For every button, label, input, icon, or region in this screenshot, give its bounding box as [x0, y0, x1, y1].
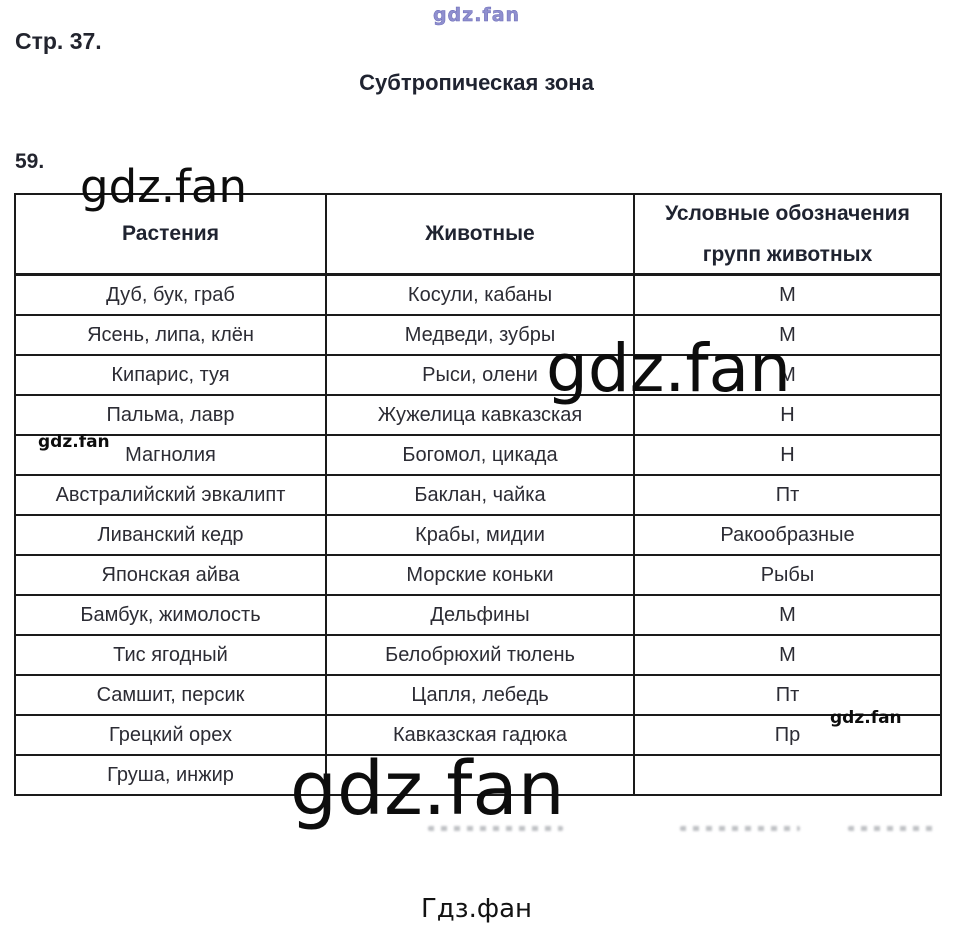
plants-cell: Кипарис, туя	[14, 354, 327, 396]
watermark-top: gdz.fan	[432, 4, 521, 27]
section-title: Субтропическая зона	[359, 70, 594, 95]
plants-cell: Ясень, липа, клён	[14, 314, 327, 356]
table-row: Тис ягодный Белобрюхий тюлень М	[14, 634, 942, 676]
table-row: Японская айва Морские коньки Рыбы	[14, 554, 942, 596]
animals-cell: Баклан, чайка	[325, 474, 635, 516]
table-row: Ясень, липа, клён Медведи, зубры М	[14, 314, 942, 356]
animals-cell: Медведи, зубры	[325, 314, 635, 356]
group-cell	[633, 754, 942, 796]
column-header-groups-line2: групп животных	[702, 242, 873, 266]
blurred-text-artifact	[428, 826, 563, 831]
item-number: 59.	[15, 150, 45, 173]
table-row: Магнолия Богомол, цикада Н	[14, 434, 942, 476]
subtropics-table: Растения Животные Условные обозначения г…	[14, 193, 942, 796]
page-label: Стр. 37.	[15, 28, 102, 54]
table-row: Дуб, бук, граб Косули, кабаны М	[14, 273, 942, 316]
animals-cell	[325, 754, 635, 796]
header-row: Растения Животные Условные обозначения г…	[14, 193, 942, 276]
group-cell: Пт	[633, 474, 942, 516]
animals-cell: Цапля, лебедь	[325, 674, 635, 716]
group-cell: М	[633, 594, 942, 636]
column-header-groups-line1: Условные обозначения	[665, 201, 910, 225]
table-row: Кипарис, туя Рыси, олени М	[14, 354, 942, 396]
plants-cell: Бамбук, жимолость	[14, 594, 327, 636]
group-cell: Н	[633, 434, 942, 476]
group-cell: Ракообразные	[633, 514, 942, 556]
footer-site-label: Гдз.фан	[420, 894, 533, 924]
plants-cell: Грецкий орех	[14, 714, 327, 756]
plants-cell: Магнолия	[14, 434, 327, 476]
plants-cell: Ливанский кедр	[14, 514, 327, 556]
table-row: Ливанский кедр Крабы, мидии Ракообразные	[14, 514, 942, 556]
table-row: Бамбук, жимолость Дельфины М	[14, 594, 942, 636]
answer-table-container: Растения Животные Условные обозначения г…	[14, 193, 942, 796]
animals-cell: Кавказская гадюка	[325, 714, 635, 756]
group-cell: Н	[633, 394, 942, 436]
plants-cell: Австралийский эвкалипт	[14, 474, 327, 516]
group-cell: М	[633, 273, 942, 316]
animals-cell: Морские коньки	[325, 554, 635, 596]
animals-cell: Белобрюхий тюлень	[325, 634, 635, 676]
animals-cell: Жужелица кавказская	[325, 394, 635, 436]
animals-cell: Крабы, мидии	[325, 514, 635, 556]
column-header-plants: Растения	[14, 193, 327, 276]
animals-cell: Рыси, олени	[325, 354, 635, 396]
group-cell: Пр	[633, 714, 942, 756]
animals-cell: Косули, кабаны	[325, 273, 635, 316]
blurred-text-artifact	[848, 826, 938, 831]
plants-cell: Груша, инжир	[14, 754, 327, 796]
plants-cell: Тис ягодный	[14, 634, 327, 676]
animals-cell: Дельфины	[325, 594, 635, 636]
column-header-groups: Условные обозначения групп животных	[633, 193, 942, 276]
plants-cell: Самшит, персик	[14, 674, 327, 716]
group-cell: Рыбы	[633, 554, 942, 596]
group-cell: М	[633, 314, 942, 356]
group-cell: М	[633, 634, 942, 676]
table-row: Самшит, персик Цапля, лебедь Пт	[14, 674, 942, 716]
animals-cell: Богомол, цикада	[325, 434, 635, 476]
plants-cell: Японская айва	[14, 554, 327, 596]
column-header-animals: Животные	[325, 193, 635, 276]
table-row: Австралийский эвкалипт Баклан, чайка Пт	[14, 474, 942, 516]
plants-cell: Дуб, бук, граб	[14, 273, 327, 316]
table-row: Груша, инжир	[14, 754, 942, 796]
blurred-text-artifact	[680, 826, 800, 831]
group-cell: М	[633, 354, 942, 396]
plants-cell: Пальма, лавр	[14, 394, 327, 436]
table-row: Пальма, лавр Жужелица кавказская Н	[14, 394, 942, 436]
table-row: Грецкий орех Кавказская гадюка Пр	[14, 714, 942, 756]
group-cell: Пт	[633, 674, 942, 716]
